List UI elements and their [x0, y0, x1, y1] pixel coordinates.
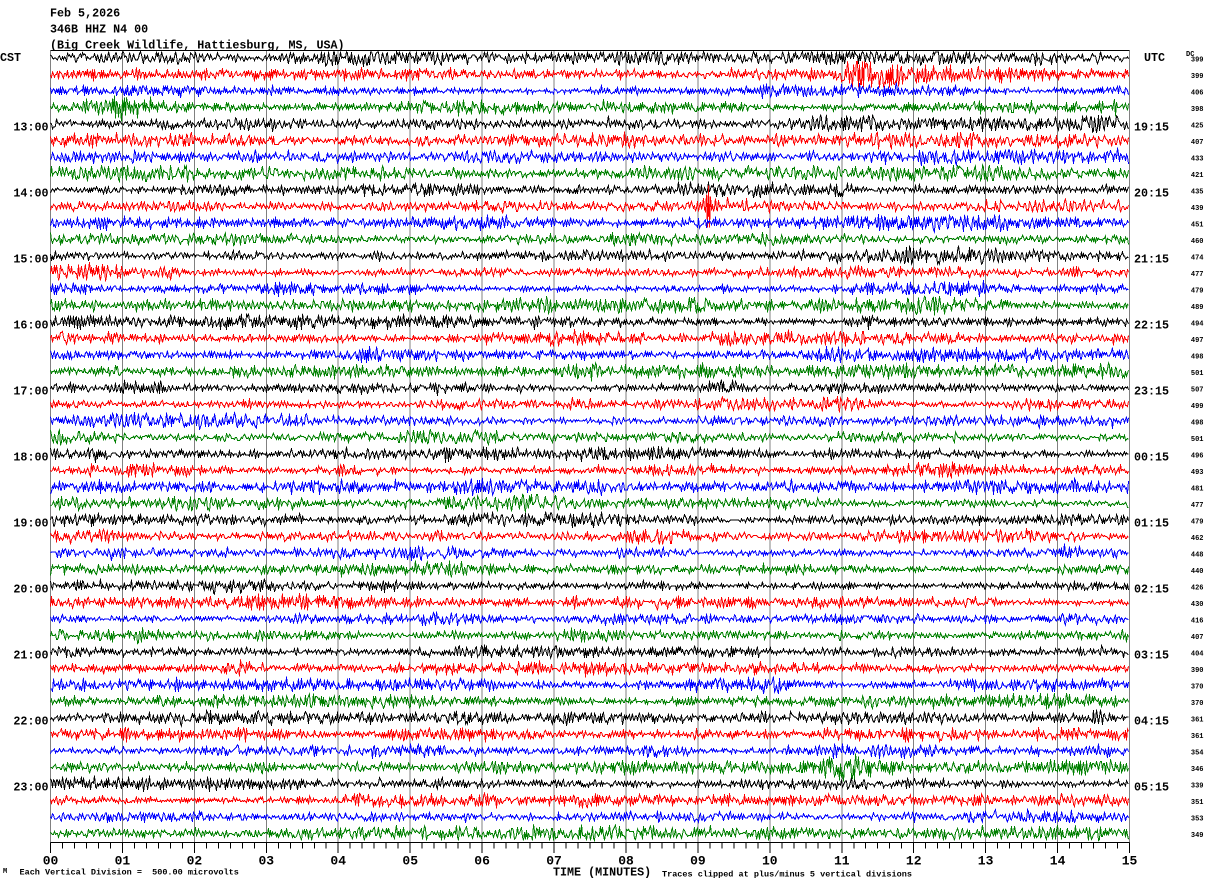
svg-text:407: 407 [1191, 139, 1204, 147]
svg-text:05:15: 05:15 [1134, 780, 1169, 794]
svg-text:Traces clipped at plus/minus 5: Traces clipped at plus/minus 5 vertical … [662, 870, 912, 880]
svg-text:11: 11 [834, 854, 850, 869]
svg-text:440: 440 [1191, 568, 1204, 576]
svg-text:04: 04 [330, 854, 346, 869]
svg-text:13:00: 13:00 [13, 120, 48, 134]
svg-text:497: 497 [1191, 337, 1204, 345]
svg-text:17:00: 17:00 [13, 384, 48, 398]
svg-text:16:00: 16:00 [13, 318, 48, 332]
svg-text:390: 390 [1191, 667, 1204, 675]
svg-text:M: M [3, 868, 7, 876]
svg-text:00:15: 00:15 [1134, 450, 1169, 464]
svg-text:21:00: 21:00 [13, 648, 48, 662]
svg-text:346B HHZ N4 00: 346B HHZ N4 00 [50, 23, 148, 37]
svg-text:04:15: 04:15 [1134, 714, 1169, 728]
svg-text:404: 404 [1191, 651, 1204, 659]
svg-text:08: 08 [618, 854, 634, 869]
svg-text:421: 421 [1191, 172, 1204, 180]
svg-text:430: 430 [1191, 601, 1204, 609]
svg-text:370: 370 [1191, 684, 1204, 692]
svg-text:19:15: 19:15 [1134, 120, 1169, 134]
svg-text:435: 435 [1191, 189, 1204, 197]
svg-text:499: 499 [1191, 403, 1204, 411]
svg-text:21:15: 21:15 [1134, 252, 1169, 266]
svg-text:406: 406 [1191, 90, 1204, 98]
svg-text:20:15: 20:15 [1134, 186, 1169, 200]
svg-text:399: 399 [1191, 57, 1204, 65]
svg-text:10: 10 [762, 854, 778, 869]
svg-text:448: 448 [1191, 552, 1204, 560]
svg-text:426: 426 [1191, 585, 1204, 593]
svg-text:06: 06 [474, 854, 490, 869]
svg-text:02: 02 [187, 854, 203, 869]
svg-text:339: 339 [1191, 783, 1204, 791]
svg-text:477: 477 [1191, 271, 1204, 279]
svg-text:00: 00 [43, 854, 59, 869]
svg-text:479: 479 [1191, 519, 1204, 527]
svg-text:433: 433 [1191, 156, 1204, 164]
svg-text:361: 361 [1191, 717, 1204, 725]
svg-text:507: 507 [1191, 387, 1204, 395]
svg-text:439: 439 [1191, 205, 1204, 213]
svg-text:479: 479 [1191, 288, 1204, 296]
svg-text:23:00: 23:00 [13, 780, 48, 794]
svg-text:19:00: 19:00 [13, 516, 48, 530]
svg-text:501: 501 [1191, 370, 1204, 378]
svg-text:489: 489 [1191, 304, 1204, 312]
svg-text:01:15: 01:15 [1134, 516, 1169, 530]
svg-text:462: 462 [1191, 535, 1204, 543]
svg-text:DC: DC [1186, 51, 1194, 59]
svg-text:09: 09 [690, 854, 706, 869]
svg-text:353: 353 [1191, 816, 1204, 824]
svg-text:22:00: 22:00 [13, 714, 48, 728]
svg-text:474: 474 [1191, 255, 1204, 263]
svg-text:03:15: 03:15 [1134, 648, 1169, 662]
svg-text:14: 14 [1050, 854, 1066, 869]
svg-text:370: 370 [1191, 700, 1204, 708]
svg-text:(Big Creek Wildlife, Hattiesbu: (Big Creek Wildlife, Hattiesburg, MS, US… [50, 39, 345, 53]
svg-text:451: 451 [1191, 222, 1204, 230]
svg-text:351: 351 [1191, 799, 1204, 807]
svg-text:477: 477 [1191, 502, 1204, 510]
svg-text:13: 13 [978, 854, 994, 869]
svg-text:460: 460 [1191, 238, 1204, 246]
svg-text:361: 361 [1191, 733, 1204, 741]
svg-text:01: 01 [115, 854, 131, 869]
svg-text:425: 425 [1191, 123, 1204, 131]
svg-text:15: 15 [1122, 854, 1138, 869]
svg-text:346: 346 [1191, 766, 1204, 774]
svg-text:23:15: 23:15 [1134, 384, 1169, 398]
svg-text:349: 349 [1191, 832, 1204, 840]
svg-text:18:00: 18:00 [13, 450, 48, 464]
svg-text:07: 07 [546, 854, 562, 869]
svg-text:498: 498 [1191, 354, 1204, 362]
svg-text:22:15: 22:15 [1134, 318, 1169, 332]
svg-text:416: 416 [1191, 618, 1204, 626]
svg-text:407: 407 [1191, 634, 1204, 642]
svg-text:12: 12 [906, 854, 922, 869]
svg-text:501: 501 [1191, 436, 1204, 444]
svg-text:498: 498 [1191, 420, 1204, 428]
svg-text:354: 354 [1191, 750, 1204, 758]
svg-text:493: 493 [1191, 469, 1204, 477]
svg-text:481: 481 [1191, 486, 1204, 494]
svg-text:Each Vertical Division = 500.: Each Vertical Division = 500.00 microvol… [20, 868, 239, 878]
svg-text:494: 494 [1191, 321, 1204, 329]
svg-text:15:00: 15:00 [13, 252, 48, 266]
svg-text:TIME (MINUTES): TIME (MINUTES) [553, 866, 651, 880]
svg-text:UTC: UTC [1144, 51, 1165, 65]
svg-text:496: 496 [1191, 453, 1204, 461]
svg-text:20:00: 20:00 [13, 582, 48, 596]
svg-text:398: 398 [1191, 106, 1204, 114]
svg-text:02:15: 02:15 [1134, 582, 1169, 596]
svg-text:Feb 5,2026: Feb 5,2026 [50, 7, 120, 21]
svg-text:03: 03 [258, 854, 274, 869]
svg-text:CST: CST [0, 51, 21, 65]
svg-text:05: 05 [402, 854, 418, 869]
svg-text:14:00: 14:00 [13, 186, 48, 200]
svg-text:399: 399 [1191, 73, 1204, 81]
